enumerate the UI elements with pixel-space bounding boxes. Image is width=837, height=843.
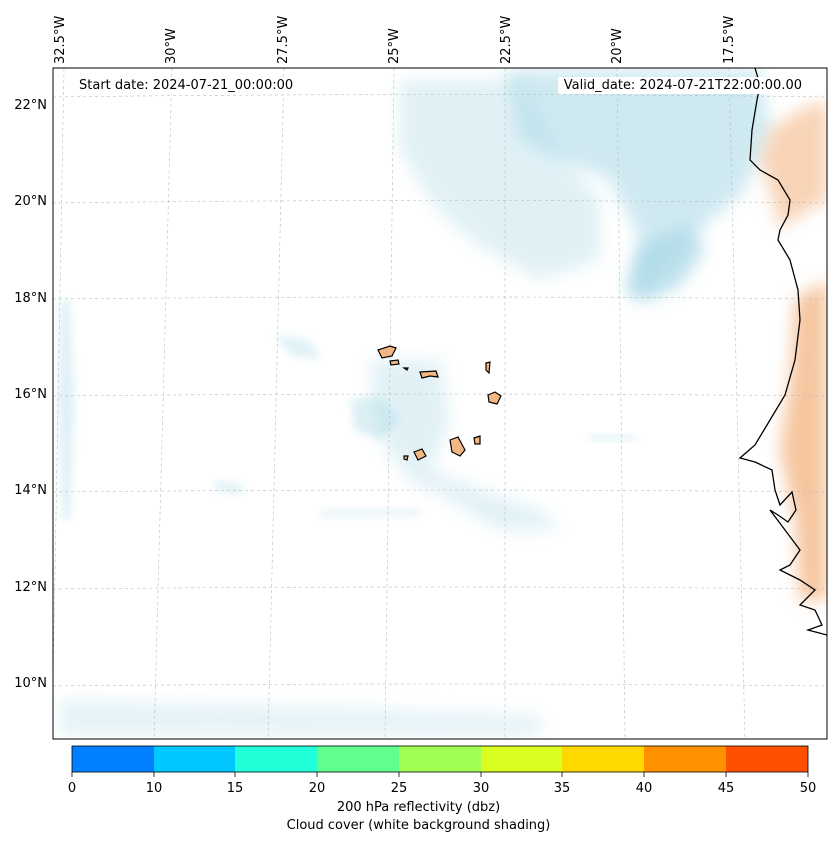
colorbar-tick: 0 [67,781,77,796]
map-frame [52,67,828,740]
colorbar-tick: 50 [799,781,817,796]
island-santiago [449,436,466,457]
colorbar-tick: 15 [226,781,244,796]
start-date-label: Start date: 2024-07-21_00:00:00 [73,77,300,94]
colorbar-seg [317,746,399,772]
lat-label: 16°N [14,387,47,402]
valid-date-label: Valid_date: 2024-07-21T22:00:00.00 [557,77,808,94]
graticule [53,68,827,739]
lon-label: 20°W [610,28,625,64]
lon-label: 32.5°W [53,15,68,64]
island-santo-antao [377,345,397,359]
lon-label: 27.5°W [276,15,291,64]
colorbar-seg [562,746,644,772]
cape-verde-islands [377,345,502,461]
colorbar-seg [644,746,726,772]
lat-label: 14°N [14,483,47,498]
colorbar [71,745,809,777]
island-brava [403,455,409,461]
map-area [53,68,827,739]
island-sao-vicente [389,359,400,366]
colorbar-seg [726,746,808,772]
island-boa-vista [487,391,502,405]
colorbar-tick: 10 [145,781,163,796]
lat-label: 22°N [14,98,47,113]
colorbar-tick: 40 [635,781,653,796]
colorbar-tick: 25 [390,781,408,796]
colorbar-seg [481,746,563,772]
colorbar-tick: 45 [717,781,735,796]
colorbar-tick: 35 [553,781,571,796]
lat-label: 18°N [14,291,47,306]
colorbar-sublabel: Cloud cover (white background shading) [286,818,551,833]
island-santa-luzia [402,367,409,371]
lat-label: 10°N [14,676,47,691]
lon-label: 30°W [164,28,179,64]
island-maio [473,435,481,445]
cloud-cover-shading [58,70,770,735]
colorbar-seg [72,746,154,772]
lon-label: 25°W [387,28,402,64]
colorbar-tick: 30 [472,781,490,796]
island-sao-nicolau [419,370,439,379]
island-sal [485,361,491,375]
coastline [738,68,827,636]
colorbar-seg [154,746,236,772]
lat-label: 20°N [14,194,47,209]
colorbar-label: 200 hPa reflectivity (dbz) [336,800,501,815]
colorbar-seg [399,746,481,772]
colorbar-seg [235,746,317,772]
island-fogo [413,448,427,461]
colorbar-tick: 20 [308,781,326,796]
lon-label: 17.5°W [722,15,737,64]
lon-label: 22.5°W [499,15,514,64]
lat-label: 12°N [14,580,47,595]
